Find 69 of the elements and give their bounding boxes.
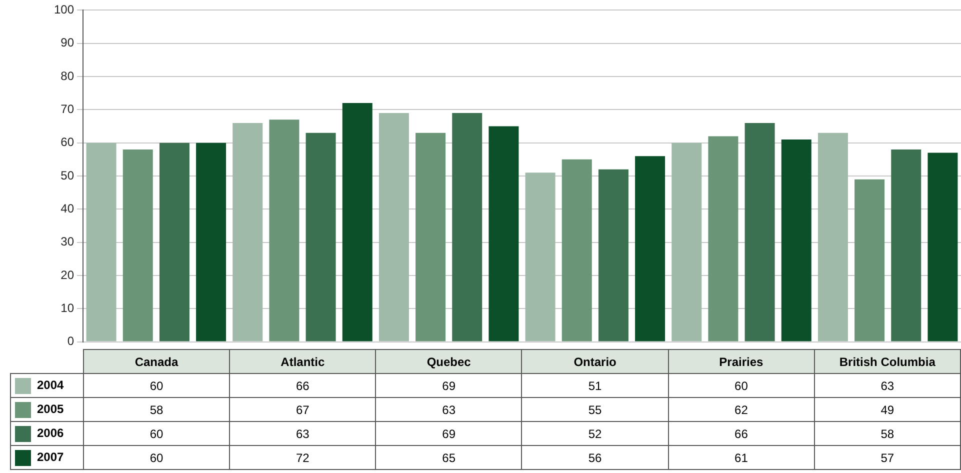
legend-label: 2005 <box>10 398 84 422</box>
bar <box>416 132 446 342</box>
data-label: 49 <box>814 398 960 422</box>
data-label: 69 <box>376 374 522 398</box>
bar <box>378 112 409 342</box>
x-tick-label: Quebec <box>376 350 522 374</box>
bar <box>854 179 885 342</box>
data-label: 72 <box>230 446 376 470</box>
data-label: 60 <box>668 374 814 398</box>
y-tick-label: 30 <box>60 234 74 249</box>
data-label: 57 <box>814 446 960 470</box>
bar <box>86 142 116 342</box>
y-tick-label: 70 <box>60 102 74 116</box>
bar <box>708 136 738 342</box>
bar <box>342 103 372 342</box>
y-tick-label: 100 <box>54 2 74 17</box>
y-tick-label: 20 <box>60 268 74 282</box>
y-tick-label: 10 <box>60 300 74 315</box>
data-label: 66 <box>668 422 814 446</box>
bar <box>562 159 592 342</box>
y-tick-label: 50 <box>60 168 74 182</box>
data-label: 58 <box>814 422 960 446</box>
bar <box>232 122 263 342</box>
data-label: 66 <box>230 374 376 398</box>
bar <box>196 142 226 342</box>
data-label: 56 <box>522 446 668 470</box>
x-tick-label: British Columbia <box>814 350 960 374</box>
data-label: 63 <box>230 422 376 446</box>
data-label: 69 <box>376 422 522 446</box>
data-label: 60 <box>83 374 230 398</box>
y-tick-label: 0 <box>67 334 74 348</box>
x-tick-label: Ontario <box>522 350 668 374</box>
bar <box>672 142 702 342</box>
data-label: 60 <box>83 422 230 446</box>
bar <box>488 126 519 342</box>
bar <box>598 169 628 342</box>
bar <box>525 172 556 342</box>
bar <box>122 149 153 342</box>
data-label: 52 <box>522 422 668 446</box>
legend-label: 2006 <box>10 422 84 446</box>
bar <box>928 152 958 342</box>
data-label: 67 <box>230 398 376 422</box>
bar <box>781 140 812 342</box>
data-label: 51 <box>522 374 668 398</box>
y-tick-label: 40 <box>60 201 74 216</box>
legend-label: 2007 <box>10 446 84 470</box>
bar <box>744 122 775 342</box>
data-label: 61 <box>668 446 814 470</box>
legend-label: 2004 <box>10 374 84 398</box>
data-label: 55 <box>522 398 668 422</box>
data-label: 63 <box>376 398 522 422</box>
bar <box>269 120 300 342</box>
data-label: 65 <box>376 446 522 470</box>
y-tick-label: 80 <box>60 68 74 83</box>
x-tick-label: Atlantic <box>230 350 376 374</box>
x-tick-label: Prairies <box>668 350 814 374</box>
bar <box>818 132 848 342</box>
y-tick-label: 60 <box>60 135 74 150</box>
bar <box>306 132 336 342</box>
data-label: 60 <box>83 446 230 470</box>
data-label: 58 <box>83 398 230 422</box>
bar <box>452 112 482 342</box>
bar <box>891 149 922 342</box>
x-tick-label: Canada <box>83 350 230 374</box>
data-label: 63 <box>814 374 960 398</box>
data-label: 62 <box>668 398 814 422</box>
bar <box>159 142 190 342</box>
y-tick-label: 90 <box>60 36 74 50</box>
bar <box>635 156 666 342</box>
